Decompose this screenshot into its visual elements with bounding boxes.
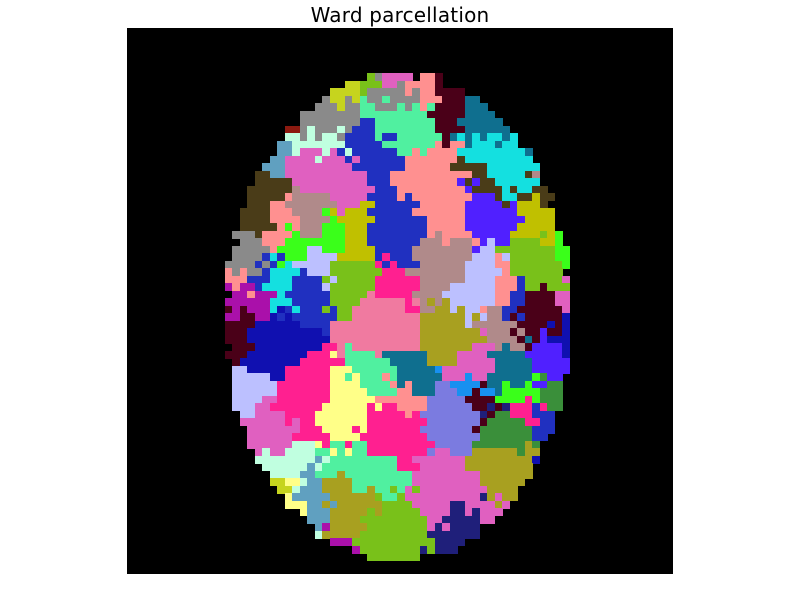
brain-parcellation-canvas xyxy=(127,28,673,574)
figure-title: Ward parcellation xyxy=(310,3,490,27)
parcellation-image xyxy=(127,28,673,574)
